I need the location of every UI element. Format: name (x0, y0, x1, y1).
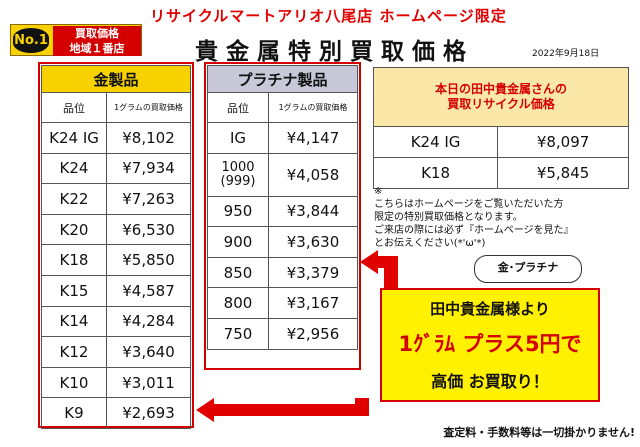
grade-cell: 750 (207, 317, 269, 350)
grade-cell: 950 (207, 195, 269, 228)
table-row: 950 ¥3,844 (207, 195, 358, 228)
today-caption: 本日の田中貴金属さんの 買取リサイクル価格 (373, 67, 629, 127)
store-headline: リサイクルマートアリオ八尾店 ホームページ限定 (150, 7, 507, 25)
arrow-to-k9 (196, 398, 369, 422)
gold-col-grade: 品位 (41, 92, 107, 123)
page-title: 貴金属特別買取価格 (195, 39, 474, 65)
table-row: K14 ¥4,284 (41, 305, 191, 338)
grade-cell: K18 (372, 157, 499, 189)
platinum-caption: プラチナ製品 (207, 65, 358, 93)
grade-cell: K22 (41, 183, 107, 215)
price-cell: ¥8,102 (106, 122, 191, 154)
platinum-col-price: 1グラムの買取価格 (268, 92, 358, 123)
platinum-price-table: プラチナ製品 品位 1グラムの買取価格 IG ¥4,147 1000 (999) ¥4… (207, 65, 358, 350)
table-row: K22 ¥7,263 (41, 183, 191, 215)
badge-line1: 買取価格 (53, 26, 141, 41)
footer-note: 査定料・手数料等は一切掛かりません! (443, 426, 635, 439)
platinum-table-border (204, 62, 361, 370)
grade-main: 1000 (221, 159, 255, 175)
date-label: 2022年9月18日 (532, 49, 600, 59)
table-row: K24 IG ¥8,102 (41, 122, 191, 154)
price-cell: ¥5,850 (106, 244, 191, 276)
grade-sub: (999) (220, 173, 256, 189)
grade-cell: K24 (41, 152, 107, 185)
price-cell: ¥5,845 (497, 157, 629, 189)
table-row: K15 ¥4,587 (41, 274, 191, 307)
price-cell: ¥2,693 (106, 397, 191, 429)
grade-cell: K14 (41, 305, 107, 338)
table-row: K24 ¥7,934 (41, 152, 191, 185)
table-row: K18 ¥5,845 (372, 157, 629, 189)
note-line4: とお伝えください(*'ω'*) (374, 238, 486, 249)
grade-cell: 850 (207, 256, 269, 289)
grade-cell: 800 (207, 287, 269, 319)
grade-cell: K24 IG (41, 122, 107, 154)
grade-cell: K15 (41, 274, 107, 307)
note-line3: ご来店の際には必ず『ホームページを見た』 (374, 225, 574, 236)
gold-price-table: 金製品 品位 1グラムの買取価格 K24 IG ¥8,102 K24 ¥7,934 … (41, 65, 191, 429)
plus5-callout: 田中貴金属様より 1ｸﾞﾗﾑ プラス5円で 高価 お買取り！ (380, 288, 600, 402)
callout-line1: 田中貴金属様より (430, 300, 550, 318)
table-row: 850 ¥3,379 (207, 256, 358, 289)
price-cell: ¥3,844 (268, 195, 358, 228)
price-cell: ¥3,011 (106, 366, 191, 399)
price-cell: ¥4,058 (268, 152, 358, 197)
arrow-to-900 (360, 250, 398, 294)
note-line1: こちらはホームページをご覧いただいた方 (374, 199, 564, 210)
table-row: K18 ¥5,850 (41, 244, 191, 276)
price-cell: ¥7,263 (106, 183, 191, 215)
grade-cell: K9 (41, 397, 107, 429)
badge-line2: 地域１番店 (53, 41, 141, 56)
table-row: K9 ¥2,693 (41, 397, 191, 429)
table-row: 1000 (999) ¥4,058 (207, 152, 358, 197)
gold-col-price: 1グラムの買取価格 (106, 92, 191, 123)
no1-badge: No.1 買取価格 地域１番店 (10, 24, 142, 56)
note-line2: 限定の特別買取価格となります。 (374, 212, 523, 223)
grade-cell: K20 (41, 213, 107, 246)
table-row: IG ¥4,147 (207, 122, 358, 154)
grade-cell: K18 (41, 244, 107, 276)
callout-line2: 1ｸﾞﾗﾑ プラス5円で (398, 332, 582, 356)
today-caption-line1: 本日の田中貴金属さんの (434, 82, 567, 96)
table-row: K20 ¥6,530 (41, 213, 191, 246)
price-cell: ¥6,530 (106, 213, 191, 246)
grade-cell: IG (207, 122, 269, 154)
note-mark: ※ (374, 186, 383, 197)
table-row: 750 ¥2,956 (207, 317, 358, 350)
today-tanaka-table: 本日の田中貴金属さんの 買取リサイクル価格 K24 IG ¥8,097 K18 ¥5,… (372, 67, 629, 189)
note-text: ※ こちらはホームページをご覧いただいた方 限定の特別買取価格となります。 ご来… (374, 185, 634, 249)
price-cell: ¥4,284 (106, 305, 191, 338)
price-cell: ¥2,956 (268, 317, 358, 350)
gold-caption: 金製品 (41, 65, 191, 93)
price-cell: ¥7,934 (106, 152, 191, 185)
grade-cell: 1000 (999) (207, 152, 269, 197)
gold-platinum-bubble: 金･プラチナ (474, 255, 582, 283)
grade-cell: 900 (207, 226, 269, 258)
today-caption-line2: 買取リサイクル価格 (447, 97, 555, 111)
platinum-col-grade: 品位 (207, 92, 269, 123)
callout-line3: 高価 お買取り！ (431, 372, 549, 391)
price-cell: ¥8,097 (497, 126, 629, 158)
grade-cell: K12 (41, 336, 107, 368)
no1-mark: No.1 (13, 28, 49, 53)
